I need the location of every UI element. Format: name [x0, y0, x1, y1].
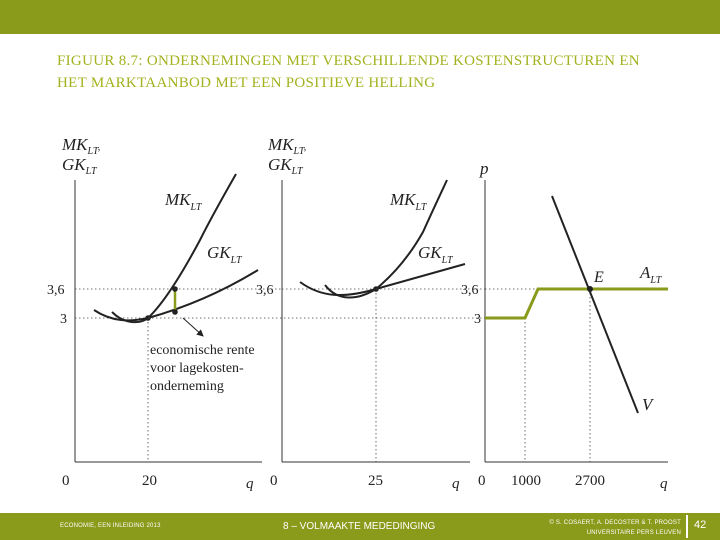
panel2-gk-label: GKLT [418, 243, 454, 266]
slide-title: Figuur 8.7: Ondernemingen met verschille… [57, 50, 697, 94]
panel3-demand-curve [551, 195, 639, 414]
panel2-mk-curve [324, 179, 448, 299]
panel3-point-e-label: E [593, 269, 604, 286]
panel1-x-origin: 0 [62, 473, 70, 489]
title-line-1: Figuur 8.7: Ondernemingen met verschille… [57, 53, 640, 69]
footer-bar: Economie, een inleiding 2013 8 – Volmaak… [0, 513, 720, 540]
title-line-2: het marktaanbod met een positieve hellin… [57, 75, 436, 91]
footer-publisher: Universitaire Pers Leuven [586, 530, 681, 536]
panel1-gk-label: GKLT [207, 243, 243, 266]
panel1-annotation: economische rente voor lagekosten- onder… [150, 343, 258, 394]
panel2-gk-curve [299, 263, 466, 297]
footer-copyright: © S. Cosaert, A. Decoster & T. Proost Un… [536, 518, 681, 538]
panel3-supply-curve [485, 287, 668, 320]
panel3-tick-36: 3,6 [461, 283, 479, 298]
cost-structure-diagram: MKLT, GKLT MKLT GKLT 3,6 3 0 20 q econom… [47, 135, 668, 492]
panel2-x-origin: 0 [270, 473, 278, 489]
panel3-x-tick-1000: 1000 [511, 473, 541, 489]
panel1-y-label-top: MKLT, [61, 135, 100, 157]
panel3-equilibrium-point [587, 286, 593, 292]
panel2-x-tick-25: 25 [368, 473, 383, 489]
panel1-point-gk [172, 309, 178, 315]
panel2-tick-36: 3,6 [256, 283, 274, 298]
footer-chapter: 8 – Volmaakte mededinging [283, 521, 436, 532]
panel2-mk-label: MKLT [389, 190, 428, 213]
panel2-x-label: q [452, 476, 460, 492]
panel3-x-origin: 0 [478, 473, 486, 489]
panel-high-cost-firm: MKLT, GKLT MKLT GKLT 3,6 0 25 q [256, 135, 470, 492]
panel1-gk-curve [93, 269, 259, 322]
panel3-demand-label: V [642, 395, 655, 414]
panel1-tick-3: 3 [60, 312, 67, 327]
panel1-tick-36: 3,6 [47, 283, 65, 298]
top-banner [0, 0, 720, 34]
panel3-x-label: q [660, 476, 668, 492]
panel3-x-tick-2700: 2700 [575, 473, 605, 489]
footer-divider [686, 515, 688, 538]
panel2-y-label-top: MKLT, [267, 135, 306, 157]
panel2-y-label-bottom: GKLT [268, 155, 304, 177]
panel1-x-label: q [246, 476, 254, 492]
footer-book-title: Economie, een inleiding 2013 [60, 523, 161, 529]
panel3-tick-3: 3 [474, 312, 481, 327]
panel1-annotation-arrow [182, 317, 204, 337]
panel-low-cost-firm: MKLT, GKLT MKLT GKLT 3,6 3 0 20 q econom… [47, 135, 262, 492]
panel-market: p 3,6 3 E ALT V 0 1000 2700 q [148, 159, 668, 492]
footer-authors: © S. Cosaert, A. Decoster & T. Proost [549, 520, 681, 526]
panel1-mk-label: MKLT [164, 190, 203, 213]
panel1-y-label-bottom: GKLT [62, 155, 98, 177]
panel1-mk-curve [111, 173, 237, 324]
panel3-supply-label: ALT [639, 263, 663, 286]
page-number: 42 [694, 519, 707, 531]
panel1-x-tick-20: 20 [142, 473, 157, 489]
panel3-y-label: p [479, 159, 489, 178]
